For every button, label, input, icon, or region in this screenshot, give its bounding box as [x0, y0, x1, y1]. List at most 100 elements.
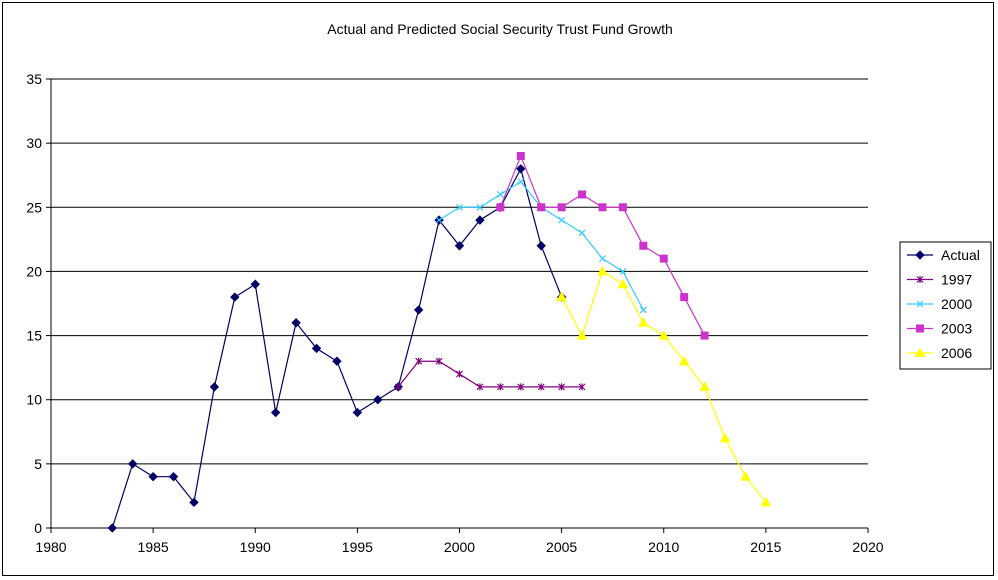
y-tick-label: 15	[26, 328, 42, 344]
data-point-star	[537, 383, 545, 391]
data-point-triangle	[576, 330, 588, 340]
y-tick-label: 10	[26, 392, 42, 408]
legend-entry-2003: 2003	[907, 321, 972, 337]
x-tick-label: 2010	[648, 539, 679, 555]
data-point-star	[415, 357, 423, 365]
x-tick-label: 2005	[546, 539, 577, 555]
legend-label: 2006	[941, 345, 972, 361]
x-tick-label: 1990	[240, 539, 271, 555]
x-tick-label: 1995	[342, 539, 373, 555]
y-tick-label: 25	[26, 199, 42, 215]
data-point-diamond	[230, 292, 240, 302]
data-point-square	[639, 241, 648, 250]
data-point-square	[659, 254, 668, 263]
data-point-diamond	[352, 407, 363, 418]
series-line	[561, 270, 767, 503]
data-point-square	[700, 331, 709, 340]
data-point-x	[496, 191, 504, 198]
series-Actual	[107, 164, 567, 533]
data-point-triangle	[699, 381, 710, 391]
series-2006	[556, 265, 772, 507]
x-tick-label: 2000	[444, 539, 475, 555]
axes	[46, 78, 869, 533]
data-point-triangle	[678, 355, 690, 366]
data-point-x	[558, 216, 566, 224]
legend-label: 1997	[941, 272, 972, 288]
data-point-square	[537, 203, 546, 212]
data-point-triangle	[658, 330, 670, 340]
data-point-diamond	[270, 407, 281, 418]
data-point-diamond	[107, 523, 117, 533]
series-line	[397, 360, 583, 388]
data-point-x	[456, 203, 463, 211]
x-tick-label: 1985	[138, 539, 169, 555]
legend: Actual 1997 2000 2003 2006	[899, 241, 992, 370]
series-line	[499, 154, 706, 336]
data-point-diamond	[291, 318, 301, 328]
chart-title: Actual and Predicted Social Security Tru…	[327, 21, 673, 37]
series-1997	[394, 357, 586, 391]
data-point-triangle	[760, 496, 772, 507]
data-point-x	[578, 229, 586, 237]
data-point-diamond	[250, 279, 260, 289]
y-tick-label: 0	[34, 520, 42, 536]
data-point-diamond	[454, 241, 465, 251]
data-point-x	[476, 203, 484, 211]
data-point-triangle	[914, 347, 926, 357]
data-point-star	[435, 357, 443, 365]
data-point-x	[435, 216, 443, 224]
x-tick-label: 1980	[35, 539, 66, 555]
data-point-star	[394, 383, 402, 391]
data-point-star	[578, 383, 586, 391]
data-point-triangle	[617, 278, 629, 289]
data-point-diamond	[189, 497, 199, 508]
data-point-diamond	[209, 382, 220, 392]
gridlines	[51, 78, 868, 465]
legend-label: 2003	[941, 321, 972, 337]
y-tick-label: 35	[26, 71, 42, 87]
data-point-x	[619, 268, 627, 275]
x-axis-tick-labels: 1980 1985 1990 1995 2000 2005 2010 2015 2020	[35, 539, 883, 555]
data-point-x	[599, 255, 606, 263]
data-point-diamond	[475, 215, 485, 225]
data-point-square	[598, 203, 607, 212]
data-point-triangle	[740, 471, 751, 481]
data-point-triangle	[597, 265, 608, 276]
data-point-square	[578, 190, 587, 199]
data-point-triangle	[556, 291, 567, 302]
legend-label: Actual	[941, 247, 980, 263]
data-point-x	[916, 300, 924, 308]
legend-entry-1997: 1997	[907, 272, 972, 288]
data-point-square	[557, 203, 566, 212]
legend-entry-Actual: Actual	[907, 247, 980, 263]
data-point-triangle	[719, 432, 731, 443]
x-tick-label: 2020	[852, 539, 883, 555]
data-point-diamond	[127, 459, 138, 469]
data-point-diamond	[311, 343, 322, 354]
y-axis-tick-labels: 0 5 10 15 20 25 30 35	[26, 71, 42, 536]
x-tick-label: 2015	[750, 539, 781, 555]
data-point-square	[916, 324, 924, 333]
legend-label: 2000	[941, 296, 972, 312]
data-point-square	[496, 203, 505, 212]
data-point-star	[517, 383, 525, 391]
data-point-diamond	[332, 356, 342, 366]
data-point-diamond	[168, 471, 179, 482]
line-chart: Actual and Predicted Social Security Tru…	[26, 21, 992, 555]
data-point-diamond	[516, 164, 526, 174]
data-point-square	[680, 293, 689, 302]
data-point-x	[517, 178, 525, 186]
legend-box	[899, 241, 992, 370]
data-point-x	[639, 306, 647, 314]
data-point-diamond	[413, 305, 424, 315]
series-group	[107, 151, 772, 533]
data-point-star	[558, 383, 566, 391]
data-point-triangle	[637, 317, 649, 327]
data-point-diamond	[148, 471, 158, 482]
data-point-star	[496, 383, 504, 391]
data-point-star	[476, 383, 484, 391]
legend-entry-2000: 2000	[907, 296, 972, 312]
data-point-diamond	[536, 241, 546, 251]
y-tick-label: 5	[34, 456, 42, 472]
